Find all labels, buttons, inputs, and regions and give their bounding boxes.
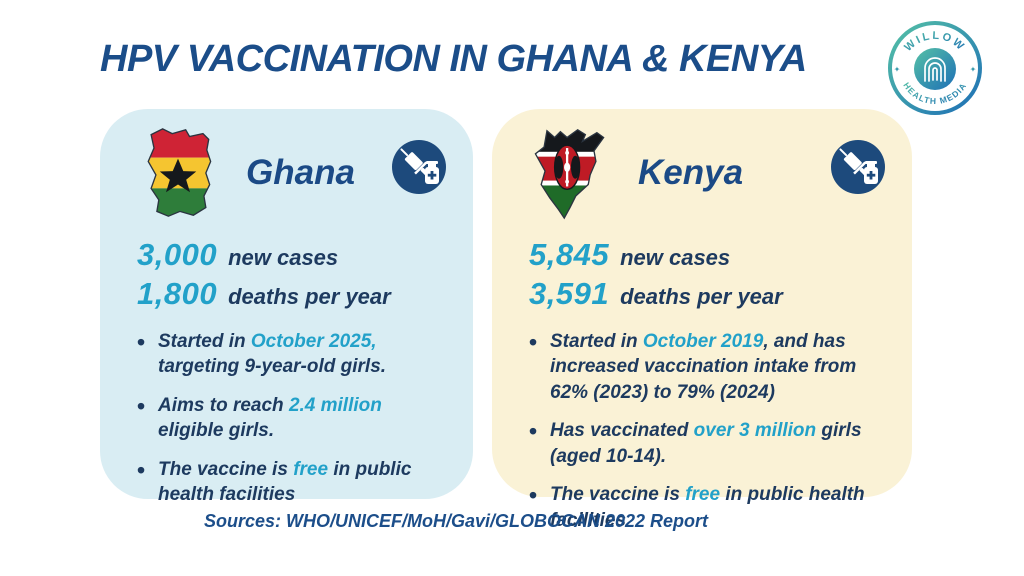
ghana-deaths-label: deaths per year xyxy=(228,284,391,309)
ghana-bullet-target: Aims to reach 2.4 million eligible girls… xyxy=(137,391,449,444)
kenya-card-title: Kenya xyxy=(638,153,744,192)
kenya-bullet-vaccinated: Has vaccinated over 3 million girls (age… xyxy=(529,416,888,469)
kenya-new-cases-stat: 5,845 new cases xyxy=(529,237,912,273)
logo-center-circle xyxy=(914,48,956,90)
page-title: HPV VACCINATION IN GHANA & KENYA xyxy=(100,38,807,80)
kenya-bullet-list: Started in October 2019, and has increas… xyxy=(492,327,912,533)
ghana-stats: 3,000 new cases 1,800 deaths per year xyxy=(100,221,473,312)
logo-sparkle-right-icon: ✦ xyxy=(970,65,977,74)
kenya-bullet-free: The vaccine is free in public health fac… xyxy=(529,480,888,533)
ghana-card-header: Ghana xyxy=(100,109,473,221)
kenya-bullet-start-date: Started in October 2019, and has increas… xyxy=(529,327,888,405)
kenya-new-cases-value: 5,845 xyxy=(529,237,610,272)
vaccine-syringe-icon xyxy=(831,140,885,194)
kenya-deaths-value: 3,591 xyxy=(529,276,610,311)
ghana-card-title: Ghana xyxy=(246,153,355,192)
ghana-bullet-start-date: Started in October 2025, targeting 9-yea… xyxy=(137,327,449,380)
ghana-new-cases-stat: 3,000 new cases xyxy=(137,237,473,273)
kenya-map-flag-icon xyxy=(534,128,605,220)
ghana-deaths-stat: 1,800 deaths per year xyxy=(137,276,473,312)
ghana-new-cases-value: 3,000 xyxy=(137,237,218,272)
willow-tree-icon xyxy=(924,57,946,82)
kenya-card: Kenya 5,845 xyxy=(492,109,912,531)
vaccine-vial-icon xyxy=(864,161,878,184)
kenya-deaths-stat: 3,591 deaths per year xyxy=(529,276,912,312)
kenya-card-header: Kenya xyxy=(492,109,912,221)
vaccine-syringe-icon xyxy=(392,140,446,194)
ghana-bullet-free: The vaccine is free in public health fac… xyxy=(137,455,449,508)
ghana-new-cases-label: new cases xyxy=(228,245,339,270)
vaccine-vial-icon xyxy=(425,161,439,184)
logo-sparkle-left-icon: ✦ xyxy=(894,65,901,74)
kenya-new-cases-label: new cases xyxy=(620,245,731,270)
kenya-stats: 5,845 new cases 3,591 deaths per year xyxy=(492,221,912,312)
ghana-bullet-list: Started in October 2025, targeting 9-yea… xyxy=(100,327,473,508)
willow-health-media-logo: WILLOW HEALTH MEDIA ✦ ✦ xyxy=(888,21,982,115)
sources-note: Sources: WHO/UNICEF/MoH/Gavi/GLOBOCAN 20… xyxy=(203,511,709,531)
ghana-deaths-value: 1,800 xyxy=(137,276,218,311)
ghana-card: Ghana 3,000 xyxy=(100,109,473,505)
maasai-shield xyxy=(553,144,581,191)
ghana-map-flag-icon xyxy=(147,128,212,217)
kenya-deaths-label: deaths per year xyxy=(620,284,783,309)
